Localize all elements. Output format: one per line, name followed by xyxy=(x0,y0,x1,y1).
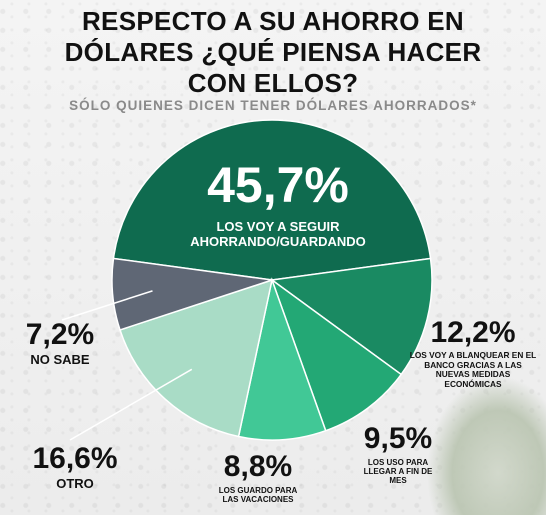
slice-value-blanquear: 12,2% xyxy=(430,316,516,349)
slice-value-no-sabe: 7,2% xyxy=(25,318,95,351)
slice-caption-no-sabe: NO SABE xyxy=(30,352,90,367)
title-line-2: DÓLARES ¿QUÉ PIENSA HACER xyxy=(64,37,482,67)
pie-slice-fin-de-mes xyxy=(270,277,403,432)
slice-label-ahorrando: 45,7% LOS VOY A SEGUIR AHORRANDO/GUARDAN… xyxy=(168,160,388,250)
slice-value-ahorrando: 45,7% xyxy=(207,157,349,213)
chart-title: RESPECTO A SU AHORRO EN DÓLARES ¿QUÉ PIE… xyxy=(0,6,546,99)
pie-slice-otro xyxy=(119,278,274,438)
title-line-1: RESPECTO A SU AHORRO EN xyxy=(81,6,465,36)
slice-label-fin-de-mes: 9,5% LOS USO PARA LLEGAR A FIN DE MES xyxy=(338,424,458,486)
pie-slices xyxy=(111,119,433,441)
pie-slice-no-sabe xyxy=(111,257,273,331)
slice-value-fin-de-mes: 9,5% xyxy=(363,422,433,455)
slice-caption-blanquear: LOS VOY A BLANQUEAR EN EL BANCO GRACIAS … xyxy=(409,350,537,389)
slice-label-no-sabe: 7,2% NO SABE xyxy=(15,320,105,368)
slice-caption-otro: OTRO xyxy=(56,476,94,491)
leader-line-otro xyxy=(69,368,193,441)
slice-label-vacaciones: 8,8% LOS GUARDO PARA LAS VACACIONES xyxy=(198,450,318,505)
hand-with-dollar-image xyxy=(426,375,546,515)
slice-caption-fin-de-mes: LOS USO PARA LLEGAR A FIN DE MES xyxy=(363,458,433,486)
slice-caption-vacaciones: LOS GUARDO PARA LAS VACACIONES xyxy=(218,486,298,505)
title-line-3: CON ELLOS? xyxy=(187,68,359,98)
pie-slice-vacaciones xyxy=(237,277,327,441)
pie-slice-ahorrando xyxy=(112,119,432,281)
slice-value-vacaciones: 8,8% xyxy=(223,450,293,483)
slice-label-blanquear: 12,2% LOS VOY A BLANQUEAR EN EL BANCO GR… xyxy=(408,318,538,389)
pie-slice-blanquear xyxy=(270,257,433,376)
slice-value-otro: 16,6% xyxy=(32,442,118,475)
leader-line-no-sabe xyxy=(61,290,153,321)
leader-lines xyxy=(61,290,193,441)
slice-caption-ahorrando: LOS VOY A SEGUIR AHORRANDO/GUARDANDO xyxy=(190,219,366,249)
slice-label-otro: 16,6% OTRO xyxy=(20,444,130,492)
chart-subtitle: SÓLO QUIENES DICEN TENER DÓLARES AHORRAD… xyxy=(69,98,477,113)
